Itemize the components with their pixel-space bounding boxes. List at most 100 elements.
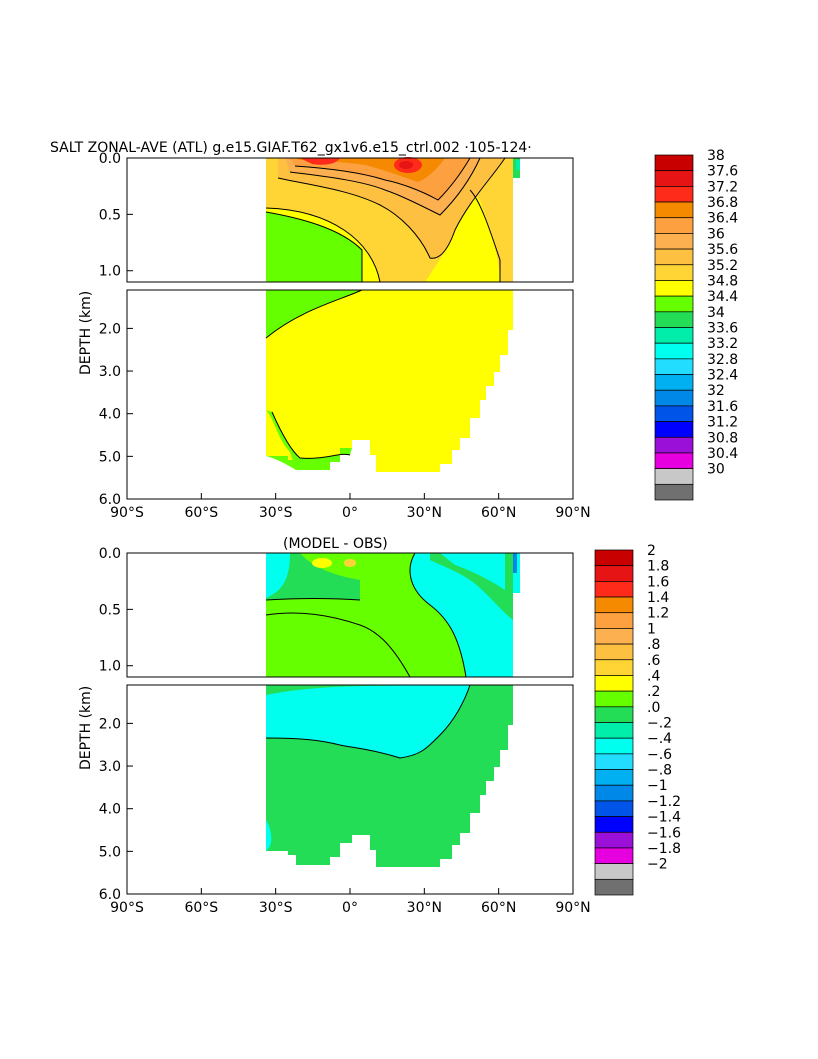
colorbar-label: .0 <box>647 700 660 716</box>
colorbar-label: 32.8 <box>707 352 738 368</box>
colorbar-swatch <box>594 878 634 896</box>
colorbar-label: 32 <box>707 383 725 399</box>
colorbar-swatch <box>594 612 634 629</box>
colorbar-swatch <box>594 643 634 661</box>
top-lower-field <box>265 289 513 472</box>
colorbar-label: 36.4 <box>707 211 738 227</box>
top-colorbar: 3837.637.236.836.43635.635.234.834.43433… <box>654 148 738 501</box>
y-tick-label: 6.0 <box>99 492 121 508</box>
colorbar-label: 2 <box>647 543 656 559</box>
colorbar-label: −.4 <box>647 731 672 747</box>
top-axes: 90°S 60°S 30°S 0° 30°N 60°N 90°N 0.0 0.5 1.0 2.0 3.… <box>99 151 591 521</box>
colorbar-label: 33.2 <box>707 336 738 352</box>
colorbar-swatch <box>594 706 634 723</box>
x-tick-label: 30°S <box>259 900 293 916</box>
colorbar-label: 37.6 <box>707 164 738 180</box>
colorbar-label: 36 <box>707 226 725 242</box>
colorbar-label: .2 <box>647 684 660 700</box>
colorbar-label: 1.2 <box>647 606 669 622</box>
colorbar-swatch <box>654 311 694 328</box>
y-tick-label: 0.0 <box>99 546 121 562</box>
bottom-axes: 90°S 60°S 30°S 0° 30°N 60°N 90°N 0.0 0.5 1.0 2.0 3.… <box>99 546 591 916</box>
top-panel-title: SALT ZONAL-AVE (ATL) g.e15.GIAF.T62_gx1v… <box>50 140 532 156</box>
colorbar-swatch <box>654 233 694 250</box>
colorbar-label: −.6 <box>647 747 672 763</box>
colorbar-swatch <box>594 549 634 567</box>
x-tick-label: 60°S <box>184 900 218 916</box>
colorbar-label: 1.4 <box>647 590 669 606</box>
colorbar-swatch <box>654 389 694 407</box>
colorbar-label: −1 <box>647 778 668 794</box>
y-tick-label: 3.0 <box>99 759 121 775</box>
colorbar-label: 30.8 <box>707 430 738 446</box>
colorbar-swatch <box>654 264 694 281</box>
x-tick-label: 90°N <box>555 900 590 916</box>
x-tick-label: 30°S <box>259 505 293 521</box>
colorbar-swatch <box>594 659 634 676</box>
y-tick-label: 2.0 <box>99 321 121 337</box>
colorbar-label: 1 <box>647 621 656 637</box>
top-upper-frame <box>126 157 574 283</box>
colorbar-label: −.8 <box>647 763 672 779</box>
colorbar-label: −1.4 <box>647 810 681 826</box>
colorbar-swatch <box>594 863 634 880</box>
colorbar-swatch <box>654 154 694 172</box>
colorbar-label: 34.8 <box>707 273 738 289</box>
y-tick-label: 0.5 <box>99 207 121 223</box>
colorbar-swatch <box>594 596 634 614</box>
y-tick-label: 4.0 <box>99 802 121 818</box>
bottom-ylabel: DEPTH (km) <box>78 686 94 770</box>
y-tick-label: 6.0 <box>99 887 121 903</box>
colorbar-swatch <box>654 327 694 344</box>
colorbar-swatch <box>654 468 694 485</box>
colorbar-swatch <box>594 753 634 770</box>
colorbar-label: −2 <box>647 857 668 873</box>
x-tick-label: 0° <box>342 505 358 521</box>
colorbar-swatch <box>594 628 634 645</box>
colorbar-swatch <box>594 800 634 817</box>
colorbar-label: 30.4 <box>707 446 738 462</box>
y-tick-label: 3.0 <box>99 364 121 380</box>
colorbar-swatch <box>594 565 634 582</box>
y-tick-label: 1.0 <box>99 659 121 675</box>
bottom-colorbar: 21.81.61.41.21.8.6.4.2.0−.2−.4−.6−.8−1−1… <box>594 543 681 896</box>
colorbar-swatch <box>654 421 694 438</box>
colorbar-label: 1.6 <box>647 574 669 590</box>
y-tick-label: 0.5 <box>99 602 121 618</box>
colorbar-label: 31.6 <box>707 399 738 415</box>
colorbar-swatch <box>654 483 694 501</box>
colorbar-label: 34.4 <box>707 289 738 305</box>
colorbar-label: 33.6 <box>707 321 738 337</box>
x-tick-label: 30°N <box>407 505 442 521</box>
x-tick-label: 90°S <box>110 900 144 916</box>
colorbar-swatch <box>654 186 694 203</box>
y-tick-label: 1.0 <box>99 264 121 280</box>
colorbar-label: .4 <box>647 668 660 684</box>
colorbar-swatch <box>594 769 634 786</box>
x-tick-label: 60°N <box>481 900 516 916</box>
colorbar-swatch <box>654 217 694 234</box>
colorbar-swatch <box>594 784 634 802</box>
colorbar-label: 31.2 <box>707 415 738 431</box>
x-tick-label: 60°N <box>481 505 516 521</box>
x-tick-label: 90°S <box>110 505 144 521</box>
colorbar-swatch <box>594 675 634 692</box>
colorbar-label: 36.8 <box>707 195 738 211</box>
colorbar-swatch <box>654 342 694 360</box>
colorbar-swatch <box>594 690 634 708</box>
colorbar-label: 35.6 <box>707 242 738 258</box>
bottom-upper-frame <box>126 552 574 678</box>
colorbar-swatch <box>654 358 694 375</box>
top-panel: SALT ZONAL-AVE (ATL) g.e15.GIAF.T62_gx1v… <box>50 140 738 521</box>
colorbar-swatch <box>594 847 634 864</box>
colorbar-label: −.2 <box>647 716 672 732</box>
x-tick-label: 60°S <box>184 505 218 521</box>
colorbar-swatch <box>594 816 634 833</box>
colorbar-label: 34 <box>707 305 725 321</box>
colorbar-swatch <box>654 374 694 391</box>
y-tick-label: 0.0 <box>99 151 121 167</box>
colorbar-label: 38 <box>707 148 725 164</box>
colorbar-label: 35.2 <box>707 258 738 274</box>
colorbar-label: 37.2 <box>707 179 738 195</box>
